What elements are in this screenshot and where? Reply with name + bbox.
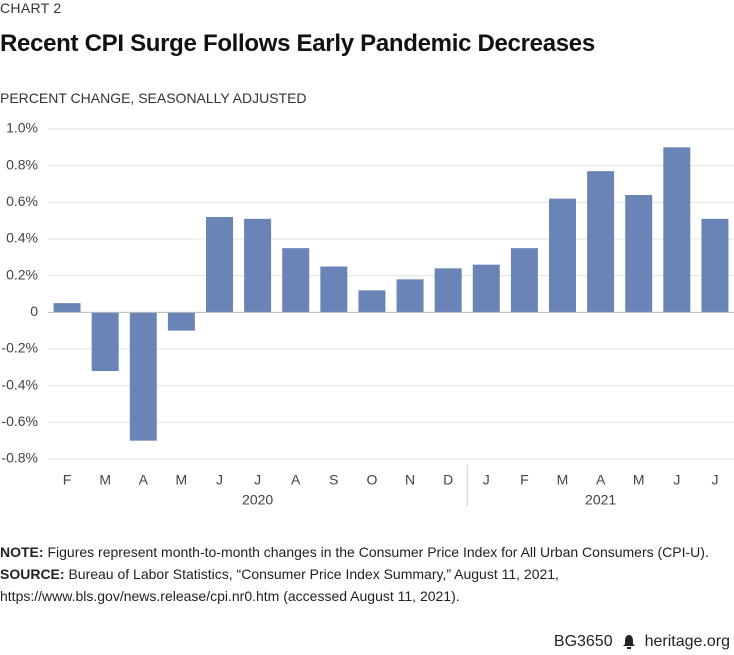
x-tick-label: J [711,472,718,488]
bar [53,303,81,313]
group-label: 2020 [242,492,273,508]
x-tick-label: D [443,472,453,488]
bar [549,198,576,313]
y-tick-label: 0 [30,303,38,319]
y-tick-label: 0.2% [6,266,38,282]
bar [434,268,462,313]
bar [358,290,386,313]
x-tick-label: M [99,472,111,488]
x-tick-label: J [483,472,490,488]
chart: -0.8% -0.6% -0.4% -0.2% 0 0.2% 0.4% 0.6% 0.8% 1.0… [1,120,734,508]
note-text: Figures represent month-to-month changes… [47,544,709,560]
y-tick-label: 0.6% [6,193,38,209]
group-label: 2021 [585,492,616,508]
bar [91,312,119,371]
y-axis-label: PERCENT CHANGE, SEASONALLY ADJUSTED [0,90,307,106]
report-code: BG3650 [553,633,613,650]
x-tick-label: F [63,472,72,488]
x-tick-label: J [673,472,680,488]
x-tick-label: F [520,472,529,488]
y-tick-label: 0.4% [6,230,38,246]
x-tick-label: M [633,472,645,488]
bar [206,217,233,313]
bar [701,218,729,313]
bell-icon [622,635,635,649]
x-tick-label: J [254,472,261,488]
x-tick-label: A [291,472,301,488]
bar [396,279,424,313]
y-tick-label: -0.8% [1,450,38,466]
bar [472,264,500,313]
x-tick-label: S [329,472,338,488]
bar [663,147,691,313]
y-tick-label: 0.8% [6,156,38,172]
bar [587,171,615,313]
bar [282,248,310,313]
bar [167,312,195,331]
x-tick-label: O [366,472,377,488]
bar [244,218,272,313]
y-tick-label: -0.4% [1,376,38,392]
note-label: SOURCE: [0,566,65,582]
y-tick-label: -0.2% [1,340,38,356]
x-tick-label: A [596,472,606,488]
note-text: Bureau of Labor Statistics, “Consumer Pr… [0,566,559,604]
y-tick-label: -0.6% [1,413,38,429]
notes: NOTE: Figures represent month-to-month c… [0,541,734,607]
bar [129,312,157,441]
x-tick-label: M [176,472,188,488]
bar [510,248,538,313]
bar [625,195,653,313]
site: heritage.org [644,633,730,650]
note: SOURCE: Bureau of Labor Statistics, “Con… [0,563,734,607]
x-tick-label: N [405,472,415,488]
x-tick-label: A [139,472,149,488]
note-label: NOTE: [0,544,44,560]
x-tick-label: J [216,472,223,488]
y-tick-label: 1.0% [6,120,38,136]
x-tick-label: M [557,472,569,488]
note: NOTE: Figures represent month-to-month c… [0,541,734,563]
chart-title: Recent CPI Surge Follows Early Pandemic … [0,30,595,57]
footer: BG3650 heritage.org [554,633,730,651]
bar [320,266,348,313]
chart-kicker: CHART 2 [0,0,62,16]
